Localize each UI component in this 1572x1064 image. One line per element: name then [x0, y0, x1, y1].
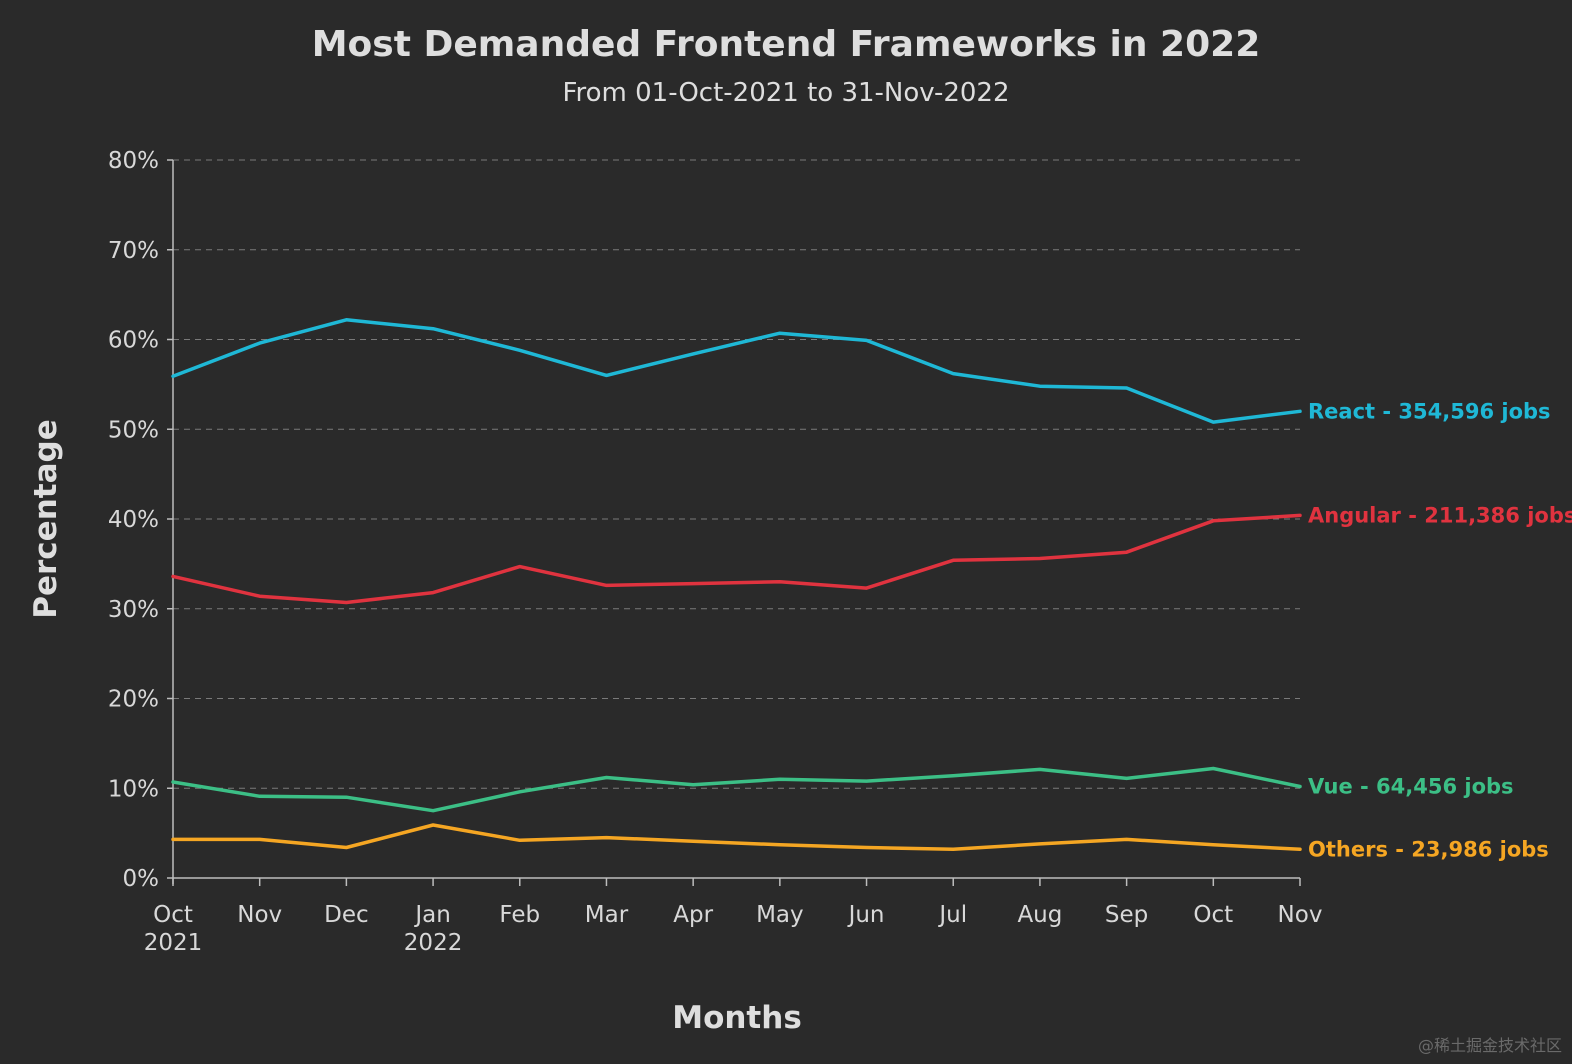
x-tick-label: Mar	[585, 902, 629, 928]
gridlines	[173, 159, 1300, 789]
series-line-vue	[171, 766, 1302, 813]
x-tick-label: Aug	[1017, 902, 1062, 928]
x-tick-year-label: 2022	[404, 930, 463, 956]
x-tick-label: Oct	[1193, 902, 1233, 928]
series-labels: React - 354,596 jobs Angular - 211,386 jo…	[1308, 399, 1572, 861]
y-tick-label: 30%	[108, 597, 159, 623]
y-axis-title: Percentage	[28, 419, 64, 618]
series-label-react: React - 354,596 jobs	[1308, 399, 1551, 423]
y-tick-label: 50%	[108, 417, 159, 443]
chart-title: Most Demanded Frontend Frameworks in 202…	[312, 24, 1261, 65]
x-axis-title: Months	[672, 1000, 802, 1036]
x-tick-label: Jun	[847, 902, 885, 928]
series-line-angular	[171, 513, 1302, 605]
y-tick-label: 70%	[108, 238, 159, 264]
y-tick-label: 40%	[108, 507, 159, 533]
series-label-angular: Angular - 211,386 jobs	[1308, 503, 1572, 527]
series-line-others	[171, 823, 1302, 852]
x-tick-label: Nov	[1278, 902, 1323, 928]
y-tick-label: 80%	[108, 148, 159, 174]
x-tick-label: Nov	[237, 902, 282, 928]
x-tick-label: Jul	[937, 902, 967, 928]
series-line-react	[171, 318, 1302, 424]
y-tick-label: 10%	[108, 776, 159, 802]
chart-subtitle: From 01-Oct-2021 to 31-Nov-2022	[562, 78, 1009, 108]
x-tick-year-label: 2021	[144, 930, 203, 956]
x-tick-label: Apr	[673, 902, 713, 928]
series-lines	[171, 318, 1302, 852]
series-label-vue: Vue - 64,456 jobs	[1308, 774, 1514, 798]
x-tick-label: Sep	[1105, 902, 1148, 928]
y-axis-ticks: 0% 10% 20% 30% 40% 50% 60% 70% 80%	[108, 148, 173, 892]
y-tick-label: 20%	[108, 687, 159, 713]
x-tick-label: Jan	[413, 902, 450, 928]
x-tick-label: Feb	[499, 902, 540, 928]
x-tick-label: Dec	[324, 902, 369, 928]
watermark: @稀土掘金技术社区	[1417, 1036, 1562, 1055]
y-tick-label: 60%	[108, 328, 159, 354]
y-tick-label: 0%	[123, 866, 160, 892]
axes	[172, 160, 1300, 884]
x-tick-label: May	[756, 902, 804, 928]
x-tick-label: Oct	[153, 902, 193, 928]
series-label-others: Others - 23,986 jobs	[1308, 837, 1549, 861]
